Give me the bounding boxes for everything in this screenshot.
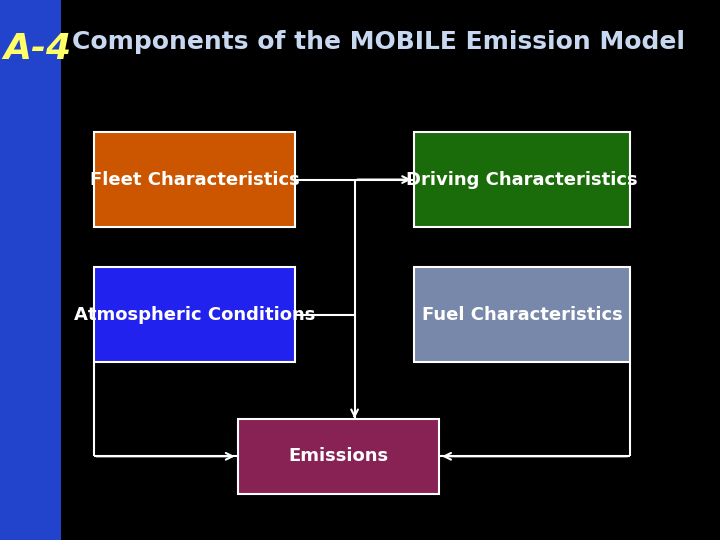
Text: Emissions: Emissions [288,447,389,465]
Text: A-4: A-4 [4,32,72,66]
Text: Atmospheric Conditions: Atmospheric Conditions [73,306,315,323]
Bar [414,132,630,227]
Bar [0,0,61,540]
Bar [94,267,295,362]
Bar [94,132,295,227]
Text: Fuel Characteristics: Fuel Characteristics [422,306,622,323]
Bar [238,418,439,494]
Text: Components of the MOBILE Emission Model: Components of the MOBILE Emission Model [72,30,685,53]
Text: Fleet Characteristics: Fleet Characteristics [89,171,300,188]
Text: Driving Characteristics: Driving Characteristics [406,171,638,188]
Bar [414,267,630,362]
